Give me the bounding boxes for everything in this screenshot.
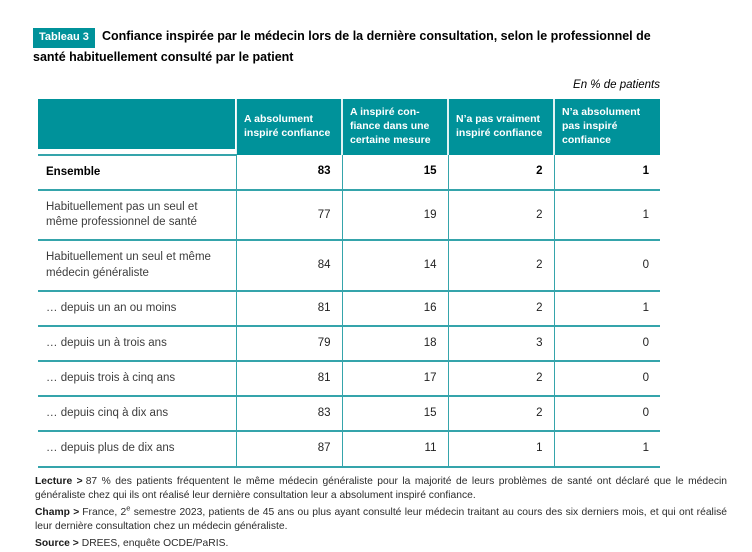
value-cell: 2 [447, 190, 554, 242]
table-row: … depuis un à trois ans 79 18 3 0 [38, 325, 660, 363]
value-cell: 19 [341, 190, 448, 242]
value-cell: 77 [235, 190, 342, 242]
row-label: Ensemble [38, 154, 236, 192]
column-header: N’a absolument pas inspiré confiance [553, 99, 660, 155]
table-row: Ensemble 83 15 2 1 [38, 154, 660, 192]
footnotes: Lecture >87 % des patients fréquentent l… [35, 475, 727, 552]
value-cell: 1 [553, 290, 660, 327]
value-cell: 17 [341, 361, 448, 398]
value-cell: 0 [553, 325, 660, 363]
row-label: Habituellement pas un seul et même profe… [38, 190, 236, 242]
value-cell: 15 [341, 154, 448, 192]
value-cell: 0 [553, 361, 660, 398]
champ-note: Champ > France, 2e semestre 2023, patient… [35, 503, 728, 533]
value-cell: 15 [341, 396, 448, 433]
value-cell: 83 [235, 154, 342, 192]
value-cell: 84 [235, 240, 342, 292]
unit-note: En % de patients [573, 79, 660, 92]
value-cell: 83 [235, 396, 342, 433]
value-cell: 14 [341, 240, 448, 292]
value-cell: 2 [447, 240, 554, 292]
lecture-note: Lecture >87 % des patients fréquentent l… [35, 475, 727, 502]
table-row: … depuis cinq à dix ans 83 15 2 0 [38, 396, 660, 433]
table-number-badge: Tableau 3 [33, 28, 95, 48]
header-row: A absolument inspiré confiance A inspiré … [38, 99, 660, 156]
source-label: Source > [35, 537, 79, 549]
row-label: … depuis un an ou moins [38, 290, 236, 327]
table-row: … depuis plus de dix ans 87 11 1 1 [38, 431, 660, 468]
stats-table: A absolument inspiré confiance A inspiré … [38, 99, 660, 468]
column-header: N’a pas vraiment inspiré confiance [447, 99, 554, 155]
row-label: … depuis trois à cinq ans [38, 361, 236, 398]
row-label: … depuis un à trois ans [38, 325, 236, 363]
value-cell: 1 [553, 190, 660, 242]
table-row: Habituellement pas un seul et même profe… [38, 190, 660, 242]
table-title: Tableau 3 Confiance inspirée par le médec… [33, 27, 681, 66]
value-cell: 11 [341, 431, 448, 468]
value-cell: 2 [447, 361, 554, 398]
value-cell: 1 [553, 154, 660, 192]
value-cell: 79 [235, 325, 342, 363]
table-row: … depuis trois à cinq ans 81 17 2 0 [38, 361, 660, 398]
table-row: … depuis un an ou moins 81 16 2 1 [38, 290, 660, 327]
value-cell: 0 [553, 240, 660, 292]
row-label: … depuis plus de dix ans [38, 431, 236, 468]
corner-cell [38, 99, 236, 156]
value-cell: 16 [341, 290, 448, 327]
value-cell: 0 [553, 396, 660, 433]
value-cell: 1 [447, 431, 554, 468]
superscript-e: e [126, 503, 131, 513]
row-label: Habituellement un seul et même médecin g… [38, 240, 236, 292]
value-cell: 2 [447, 396, 554, 433]
column-header: A inspiré con-fiance dans une certaine m… [341, 99, 448, 155]
champ-label: Champ > [35, 506, 80, 518]
table-row: Habituellement un seul et même médecin g… [38, 240, 660, 292]
lecture-label: Lecture > [35, 475, 83, 487]
value-cell: 2 [447, 290, 554, 327]
table-body: Ensemble 83 15 2 1 Habituellement pas un seul… [38, 154, 660, 468]
value-cell: 1 [553, 431, 660, 468]
value-cell: 2 [447, 154, 554, 192]
row-label: … depuis cinq à dix ans [38, 396, 236, 433]
value-cell: 3 [447, 325, 554, 363]
source-note: Source > DREES, enquête OCDE/PaRIS. [35, 537, 229, 549]
value-cell: 81 [235, 290, 342, 327]
column-header: A absolument inspiré confiance [235, 99, 342, 155]
value-cell: 81 [235, 361, 342, 398]
value-cell: 87 [235, 431, 342, 468]
value-cell: 18 [341, 325, 448, 363]
table-title-text: Confiance inspirée par le médecin lors d… [33, 29, 651, 64]
table-header: A absolument inspiré confiance A inspiré … [38, 99, 660, 156]
